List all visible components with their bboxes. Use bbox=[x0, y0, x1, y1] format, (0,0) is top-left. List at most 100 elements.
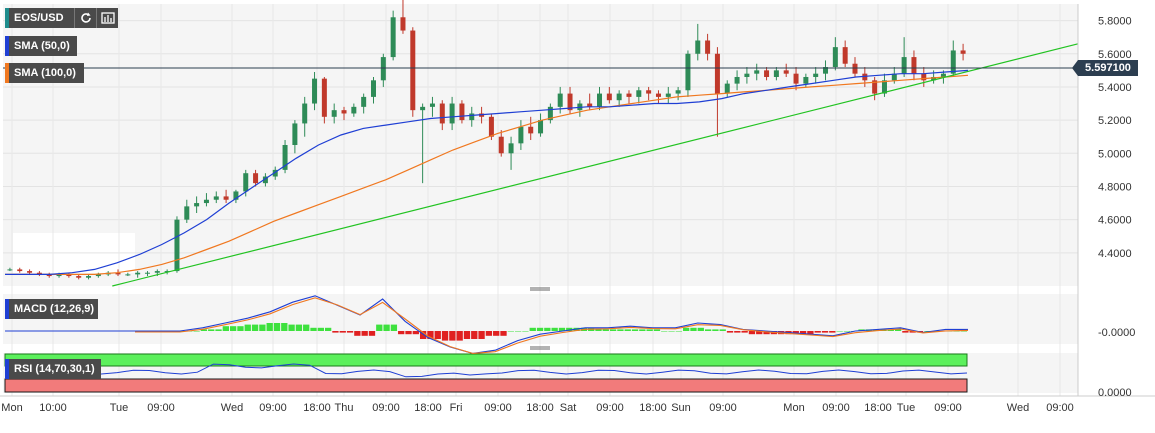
candle-body bbox=[764, 70, 770, 77]
candle-body bbox=[960, 50, 966, 54]
refresh-button[interactable] bbox=[74, 8, 96, 28]
candle-body bbox=[911, 57, 917, 74]
sma50-color-swatch bbox=[5, 36, 9, 56]
candle-body bbox=[616, 93, 622, 101]
candle-body bbox=[587, 103, 593, 107]
candle-body bbox=[813, 73, 819, 77]
rsi-line bbox=[4, 363, 968, 378]
candle-body bbox=[606, 93, 612, 101]
time-tick-label: 18:00 bbox=[303, 402, 331, 414]
rsi-legend[interactable]: RSI (14,70,30,1) bbox=[5, 359, 101, 379]
macd-histogram-bar bbox=[697, 327, 704, 331]
candle-body bbox=[901, 57, 907, 74]
pane-resize-handle-1[interactable] bbox=[530, 287, 550, 291]
macd-histogram-bar bbox=[390, 324, 398, 331]
candle-body bbox=[194, 203, 200, 207]
candle-body bbox=[243, 173, 249, 192]
candle-body bbox=[410, 30, 416, 111]
macd-histogram-bar bbox=[208, 329, 215, 331]
time-tick-label: Fri bbox=[450, 402, 463, 414]
candle-body bbox=[312, 78, 318, 104]
macd-histogram-bar bbox=[266, 323, 273, 331]
macd-histogram-bar bbox=[551, 327, 558, 331]
candle-body bbox=[36, 272, 42, 275]
macd-histogram-bar bbox=[456, 331, 463, 341]
sma50-legend[interactable]: SMA (50,0) bbox=[5, 36, 77, 56]
candle-body bbox=[695, 40, 701, 54]
candle-body bbox=[203, 199, 209, 204]
macd-legend[interactable]: MACD (12,26,9) bbox=[5, 299, 98, 319]
macd-histogram-bar bbox=[836, 331, 843, 332]
candles bbox=[7, 0, 966, 280]
candle-body bbox=[597, 93, 603, 107]
candle-body bbox=[125, 274, 131, 276]
macd-histogram-bar bbox=[639, 329, 646, 331]
time-tick-label: 09:00 bbox=[822, 402, 850, 414]
macd-histogram-bar bbox=[792, 331, 799, 335]
macd-histogram-bar bbox=[419, 331, 427, 339]
macd-histogram-bar bbox=[259, 324, 266, 331]
macd-histogram-bar bbox=[295, 324, 303, 331]
macd-histogram-bar bbox=[829, 331, 836, 333]
current-price-badge: 5.597100 bbox=[1072, 60, 1138, 76]
candle-body bbox=[734, 76, 740, 84]
candle-body bbox=[636, 90, 642, 97]
macd-histogram-bar bbox=[602, 329, 609, 331]
indicator-lines bbox=[5, 43, 1079, 287]
candle-body bbox=[498, 136, 504, 154]
macd-histogram-bar bbox=[529, 327, 536, 331]
macd-histogram-bar bbox=[734, 331, 741, 333]
trendline bbox=[112, 43, 1079, 287]
candle-body bbox=[370, 80, 376, 97]
candle-body bbox=[361, 96, 367, 107]
candle-body bbox=[891, 73, 897, 81]
time-tick-label: 09:00 bbox=[1046, 402, 1074, 414]
candle-body bbox=[783, 70, 789, 74]
macd-histogram-bar bbox=[843, 331, 851, 332]
rsi-color-swatch bbox=[5, 359, 9, 379]
time-axis: Mon 10:00 Tue 09:00 Wed 09:00 18:00 Thu 09:00 18:… bbox=[1, 402, 1073, 414]
macd-histogram-bar bbox=[719, 329, 726, 331]
candle-body bbox=[832, 47, 838, 68]
candle-body bbox=[773, 70, 779, 77]
macd-histogram-bar bbox=[383, 324, 390, 331]
time-tick-label: 09:00 bbox=[259, 402, 287, 414]
macd-histogram-bar bbox=[405, 331, 412, 335]
sma50-line bbox=[5, 69, 969, 275]
candle-body bbox=[449, 103, 455, 124]
candle-body bbox=[793, 73, 799, 84]
macd-histogram-bar bbox=[339, 331, 346, 333]
time-tick-label: Sat bbox=[560, 402, 577, 414]
time-tick-label: Sun bbox=[671, 402, 691, 414]
time-tick-label: 18:00 bbox=[414, 402, 442, 414]
time-tick-label: 10:00 bbox=[39, 402, 67, 414]
macd-histogram-bar bbox=[493, 331, 500, 336]
chart-settings-button[interactable] bbox=[96, 8, 118, 28]
macd-histogram-bar bbox=[748, 331, 756, 335]
price-tick-label: 5.4000 bbox=[1098, 82, 1132, 94]
macd-histogram-bar bbox=[566, 327, 573, 331]
candle-body bbox=[872, 80, 878, 94]
candle-body bbox=[144, 272, 150, 274]
macd-histogram-bar bbox=[704, 329, 712, 331]
macd-histogram-bar bbox=[617, 329, 624, 331]
chart-settings-icon bbox=[101, 12, 115, 24]
macd-histogram-bar bbox=[624, 329, 631, 331]
candle-body bbox=[351, 106, 357, 114]
candle-body bbox=[714, 53, 720, 94]
symbol-label[interactable]: EOS/USD bbox=[5, 8, 74, 28]
macd-color-swatch bbox=[5, 299, 9, 319]
macd-tick-label: -0.0000 bbox=[1098, 327, 1135, 339]
candle-body bbox=[76, 276, 82, 278]
candle-body bbox=[754, 70, 760, 74]
time-tick-label: 09:00 bbox=[147, 402, 175, 414]
candle-body bbox=[518, 126, 524, 144]
pane-resize-handle-2[interactable] bbox=[530, 346, 550, 350]
sma100-legend[interactable]: SMA (100,0) bbox=[5, 63, 84, 83]
rsi-overbought-band bbox=[4, 353, 968, 367]
candle-body bbox=[223, 196, 229, 200]
time-tick-label: 18:00 bbox=[864, 402, 892, 414]
candle-body bbox=[17, 269, 23, 272]
macd-histogram-bar bbox=[814, 331, 821, 333]
